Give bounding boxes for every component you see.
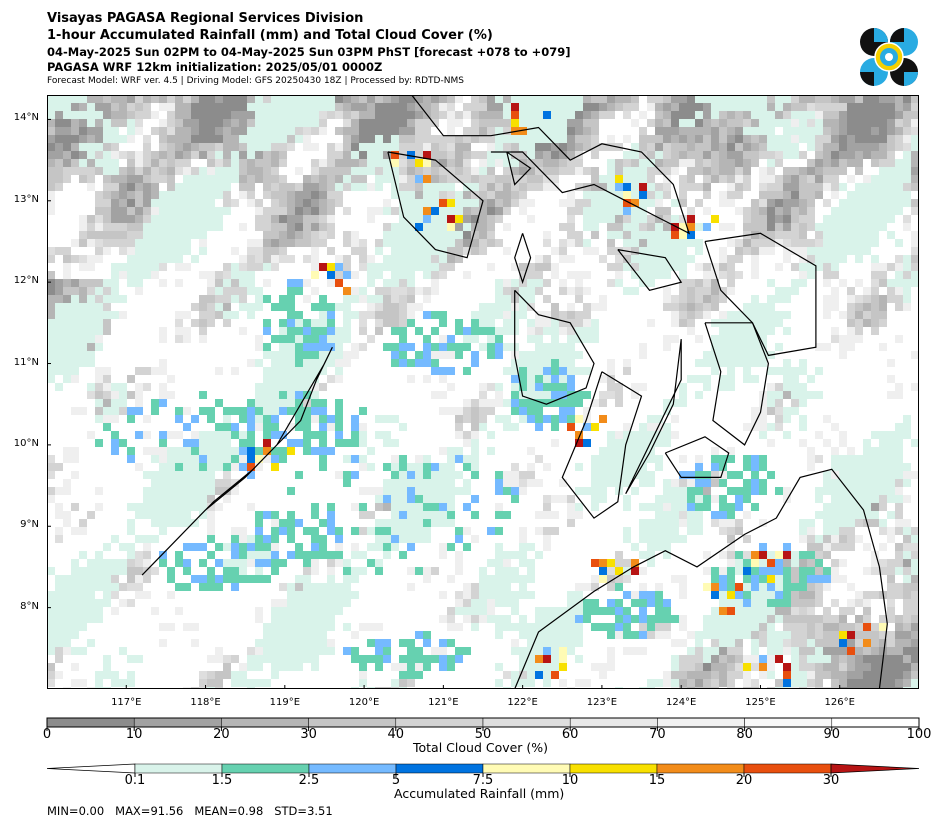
rain-tick-label: 1.5 [211,773,233,788]
rain-tick-label: 15 [648,773,666,788]
stat-max-label: MAX= [115,804,151,818]
cloud-tick-label: 20 [213,727,230,742]
longitude-label: 122°E [507,697,538,708]
title-block: Visayas PAGASA Regional Services Divisio… [47,10,847,88]
stat-min-value: 0.00 [78,804,105,818]
longitude-label: 117°E [111,697,142,708]
stat-std-value: 3.51 [307,804,333,818]
rain-tick-label: 2.5 [298,773,320,788]
latitude-label: 10°N [13,437,39,449]
rain-tick-label: 5 [391,773,401,788]
latitude-label: 13°N [13,193,39,205]
stat-mean-label: MEAN= [194,804,238,818]
stat-min-label: MIN= [47,804,79,818]
longitude-label: 123°E [586,697,618,708]
title-agency: Visayas PAGASA Regional Services Divisio… [47,11,364,26]
cloud-tick-label: 10 [125,727,143,742]
statistics-line: MIN=0.00 MAX=91.56 MEAN=0.98 STD=3.51 [47,804,333,818]
cloud-tick-label: 70 [649,727,666,742]
longitude-label: 121°E [428,697,459,708]
cloud-tick-label: 80 [736,727,753,742]
title-initialization: PAGASA WRF 12km initialization: 2025/05/… [47,60,383,74]
stat-mean-value: 0.98 [237,804,264,818]
latitude-label: 14°N [13,112,39,124]
cloud-tick-label: 50 [474,727,492,742]
latitude-label: 11°N [13,356,39,368]
rain-colorbar-title: Accumulated Rainfall (mm) [394,786,565,801]
longitude-label: 125°E [745,697,776,708]
latitude-label: 9°N [20,519,39,531]
pagasa-logo-icon [860,28,918,86]
rain-tick-label: 10 [561,773,579,788]
map-frame [47,95,919,689]
rain-tick-label: 30 [822,773,840,788]
latitude-label: 12°N [13,275,39,287]
rain-tick-label: 7.5 [472,773,494,788]
title-validity: 04-May-2025 Sun 02PM to 04-May-2025 Sun … [47,45,571,59]
longitude-label: 126°E [824,697,855,708]
rain-tick-label: 20 [735,773,753,788]
cloud-tick-label: 60 [561,727,579,742]
cloud-colorbar [46,717,920,731]
cloud-tick-label: 100 [906,727,932,742]
coastlines [141,95,888,689]
map-canvas [47,95,919,689]
longitude-label: 124°E [665,697,697,708]
longitude-label: 119°E [269,697,301,708]
latitude-label: 8°N [20,600,39,612]
title-model-info: Forecast Model: WRF ver. 4.5 | Driving M… [47,76,464,86]
rain-tick-label: 0.1 [124,773,146,788]
longitude-label: 120°E [348,697,380,708]
stat-max-value: 91.56 [150,804,184,818]
title-product: 1-hour Accumulated Rainfall (mm) and Tot… [47,28,493,43]
cloud-colorbar-title: Total Cloud Cover (%) [413,740,549,755]
cloud-tick-label: 30 [300,727,317,742]
cloud-tick-label: 90 [823,727,841,742]
cloud-tick-label: 0 [42,727,52,742]
colorbars [46,717,920,777]
longitude-label: 118°E [190,697,221,708]
rainfall-field [47,95,919,689]
cloud-tick-label: 40 [387,727,405,742]
stat-std-label: STD= [274,804,308,818]
rain-colorbar [46,763,920,777]
map-panel [47,95,919,689]
